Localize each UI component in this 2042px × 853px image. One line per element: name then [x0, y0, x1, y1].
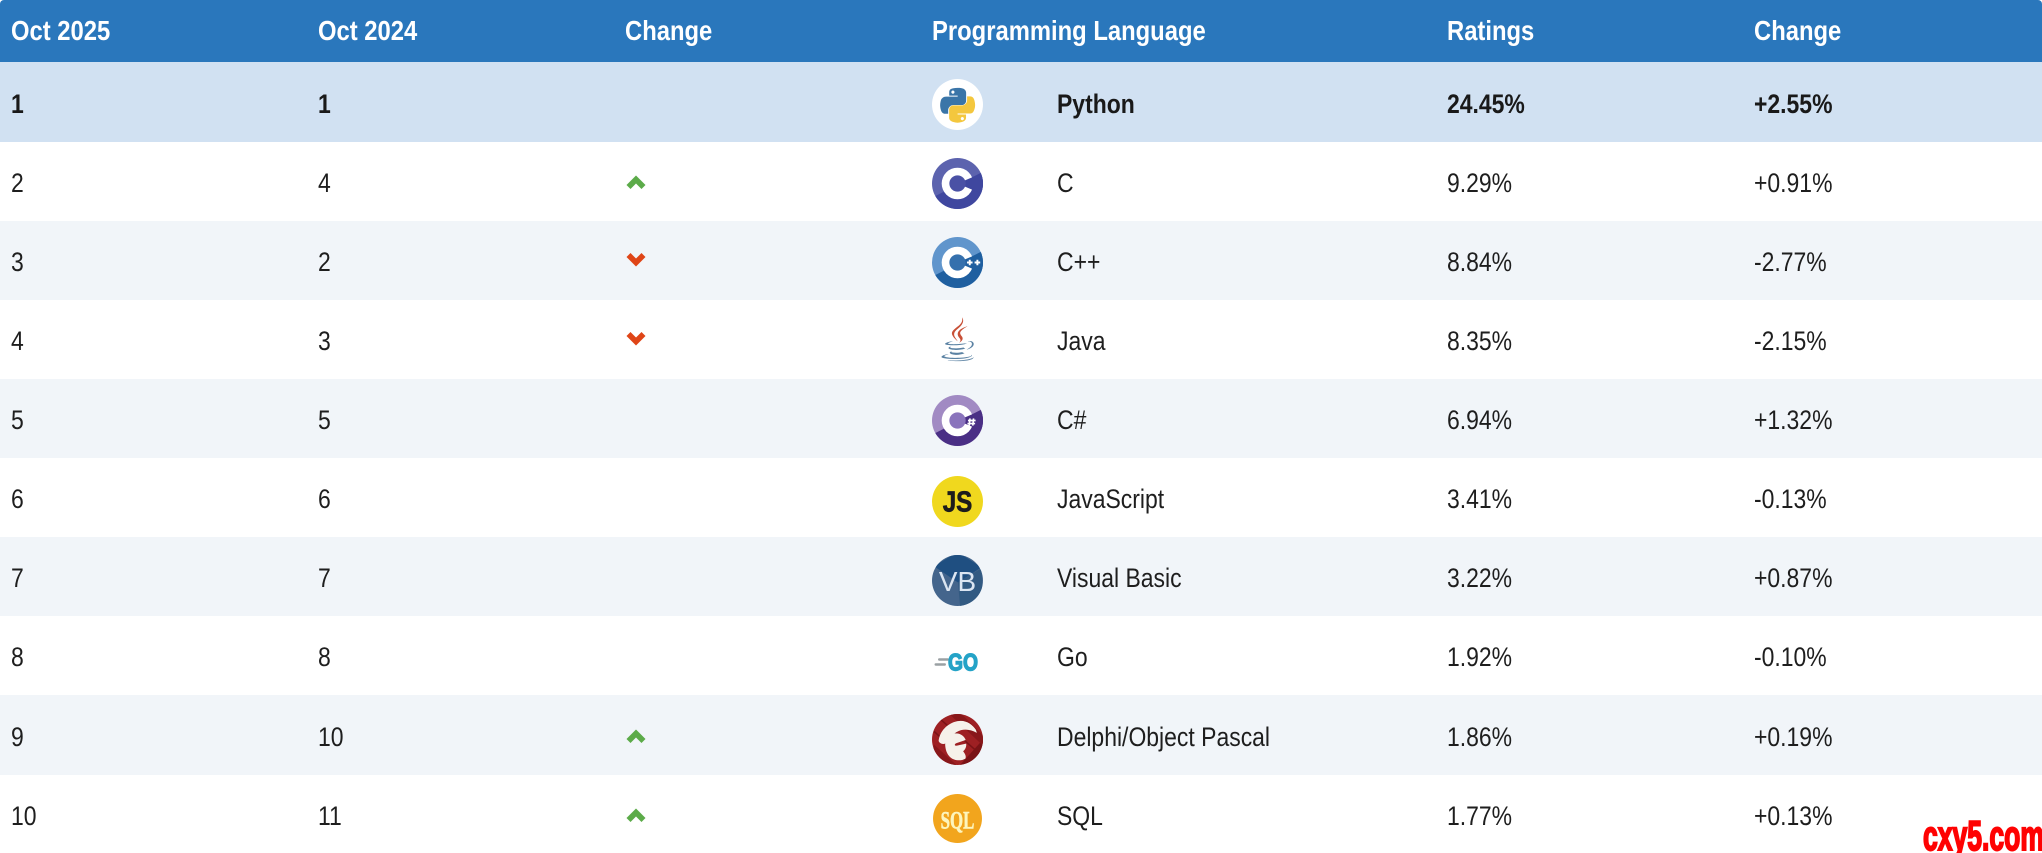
- svg-text:GO: GO: [948, 650, 978, 677]
- svg-text:cxy5.com: cxy5.com: [1923, 820, 2042, 853]
- svg-text:SQL: SQL: [941, 805, 975, 834]
- svg-text:JS: JS: [943, 487, 973, 519]
- svg-text:VB: VB: [939, 566, 976, 597]
